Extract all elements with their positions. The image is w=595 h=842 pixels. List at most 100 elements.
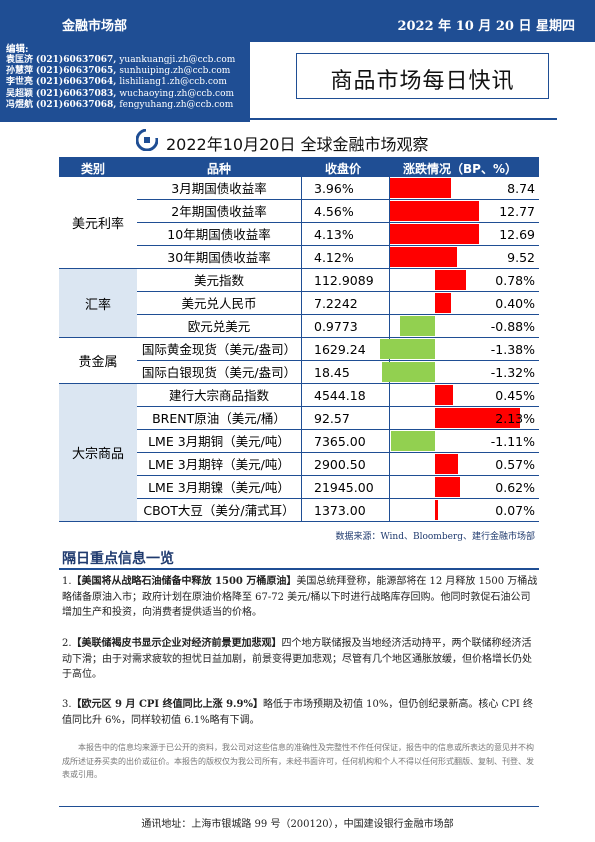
row-divider bbox=[137, 383, 539, 384]
change-value: 0.62% bbox=[495, 480, 535, 495]
news-headline: 【美联储褐皮书显示企业对经济前景更加悲观】 bbox=[71, 638, 282, 649]
close-price: 21945.00 bbox=[302, 476, 390, 499]
change-value: -1.11% bbox=[490, 434, 535, 449]
close-price: 1373.00 bbox=[302, 499, 390, 522]
row-divider bbox=[137, 337, 539, 338]
change-value: 2.13% bbox=[495, 411, 535, 426]
change-bar bbox=[435, 408, 521, 428]
close-price: 18.45 bbox=[302, 361, 390, 384]
change-bar bbox=[390, 201, 480, 221]
row-divider bbox=[137, 222, 539, 223]
item-name: 10年期国债收益率 bbox=[137, 223, 302, 246]
close-price: 112.9089 bbox=[302, 269, 390, 292]
row-divider bbox=[137, 429, 539, 430]
change-bar bbox=[435, 477, 460, 497]
editor-phone: (021)60637067, bbox=[35, 55, 117, 65]
change-value: -0.88% bbox=[490, 319, 535, 334]
news-number: 3. bbox=[62, 699, 72, 710]
title-divider bbox=[250, 118, 557, 120]
editor-row: 孙慧萍 (021)60637065, sunhuiping.zh@ccb.com bbox=[6, 66, 250, 77]
row-divider bbox=[137, 521, 539, 522]
news-item: 2.【美联储褐皮书显示企业对经济前景更加悲观】四个地方联储报及当地经济活动持平，… bbox=[62, 636, 540, 683]
editor-phone: (021)60637068, bbox=[35, 99, 117, 110]
category-cell: 大宗商品 bbox=[59, 384, 137, 522]
editors-label: 编辑: bbox=[6, 44, 29, 55]
change-bar bbox=[390, 431, 435, 451]
item-name: BRENT原油（美元/桶） bbox=[137, 407, 302, 430]
change-value: 9.52 bbox=[507, 250, 535, 265]
editor-email[interactable]: yuankuangji.zh@ccb.com bbox=[119, 55, 236, 65]
row-divider bbox=[137, 268, 539, 269]
editor-phone: (021)60637083, bbox=[35, 88, 117, 99]
row-divider bbox=[137, 475, 539, 476]
editors-panel: 编辑: 袁匡济 (021)60637067, yuankuangji.zh@cc… bbox=[0, 42, 250, 122]
editor-email[interactable]: fengyuhang.zh@ccb.com bbox=[119, 99, 234, 110]
close-price: 4.13% bbox=[302, 223, 390, 246]
change-value: 0.78% bbox=[495, 273, 535, 288]
section-title: 隔日重点信息一览 bbox=[62, 551, 174, 567]
change-bar bbox=[435, 385, 453, 405]
change-bar bbox=[399, 316, 435, 336]
change-value: 0.07% bbox=[495, 503, 535, 518]
editor-phone: (021)60637065, bbox=[35, 66, 117, 77]
close-price: 1629.24 bbox=[302, 338, 390, 361]
change-bar bbox=[435, 270, 467, 290]
change-bar bbox=[379, 339, 435, 359]
editor-email[interactable]: sunhuiping.zh@ccb.com bbox=[119, 66, 231, 77]
header-category: 类别 bbox=[81, 162, 106, 176]
close-price: 3.96% bbox=[302, 177, 390, 200]
row-divider bbox=[137, 452, 539, 453]
disclaimer: 本报告中的信息均来源于已公开的资料，我公司对这些信息的准确性及完整性不作任何保证… bbox=[62, 743, 534, 779]
row-divider bbox=[137, 360, 539, 361]
change-value: 12.77 bbox=[499, 204, 535, 219]
close-price: 7.2242 bbox=[302, 292, 390, 315]
news-number: 1. bbox=[62, 576, 72, 587]
observation-title: 2022年10月20日 全球金融市场观察 bbox=[166, 135, 429, 154]
news-item: 1.【美国将从战略石油储备中释放 1500 万桶原油】美国总统拜登称，能源部将在… bbox=[62, 574, 540, 621]
item-name: 美元兑人民币 bbox=[137, 292, 302, 315]
table-header: 类别 品种 收盘价 涨跌情况（BP、%） bbox=[59, 157, 539, 177]
news-headline: 【美国将从战略石油储备中释放 1500 万桶原油】 bbox=[71, 576, 297, 587]
news-body: 美国总统拜登称，能源部将在 12 月释放 1500 万桶战略储备原油入市；政府计… bbox=[62, 576, 538, 618]
top-banner: 金融市场部 2022 年 10 月 20 日 星期四 bbox=[0, 0, 595, 42]
close-price: 4544.18 bbox=[302, 384, 390, 407]
news-body: 四个地方联储报及当地经济活动持平，两个联储称经济活动下滑；由于对需求疲软的担忧日… bbox=[62, 638, 532, 680]
change-bar bbox=[382, 362, 435, 382]
header-change: 涨跌情况（BP、%） bbox=[403, 162, 517, 176]
close-price: 4.56% bbox=[302, 200, 390, 223]
header-item: 品种 bbox=[207, 162, 232, 176]
news-body: 略低于市场预期及初值 10%，但仍创纪录新高。核心 CPI 终值同比升 6%，同… bbox=[62, 699, 534, 726]
category-cell: 贵金属 bbox=[59, 338, 137, 384]
department-name: 金融市场部 bbox=[62, 19, 128, 34]
change-value: -1.32% bbox=[490, 365, 535, 380]
editor-row: 袁匡济 (021)60637067, yuankuangji.zh@ccb.co… bbox=[6, 55, 250, 66]
change-value: 0.57% bbox=[495, 457, 535, 472]
editor-row: 李世亮 (021)60637064, lishiliang1.zh@ccb.co… bbox=[6, 77, 250, 88]
item-name: LME 3月期锌（美元/吨） bbox=[137, 453, 302, 476]
row-divider bbox=[137, 245, 539, 246]
change-bar bbox=[390, 224, 479, 244]
row-divider bbox=[137, 498, 539, 499]
editor-phone: (021)60637064, bbox=[35, 77, 117, 88]
item-name: LME 3月期铜（美元/吨） bbox=[137, 430, 302, 453]
close-price: 2900.50 bbox=[302, 453, 390, 476]
category-cell: 美元利率 bbox=[59, 177, 137, 269]
item-name: LME 3月期镍（美元/吨） bbox=[137, 476, 302, 499]
editor-email[interactable]: lishiliang1.zh@ccb.com bbox=[119, 77, 227, 88]
editor-name: 李世亮 bbox=[6, 77, 34, 88]
data-source: 数据来源：Wind、Bloomberg、建行金融市场部 bbox=[335, 532, 535, 542]
editor-email[interactable]: wuchaoying.zh@ccb.com bbox=[119, 88, 235, 99]
item-name: 30年期国债收益率 bbox=[137, 246, 302, 269]
news-number: 2. bbox=[62, 638, 72, 649]
editor-name: 冯煜航 bbox=[6, 99, 34, 110]
change-bar bbox=[435, 293, 451, 313]
change-value: -1.38% bbox=[490, 342, 535, 357]
item-name: 国际白银现货（美元/盎司） bbox=[137, 361, 302, 384]
item-name: 建行大宗商品指数 bbox=[137, 384, 302, 407]
row-divider bbox=[137, 314, 539, 315]
news-item: 3.【欧元区 9 月 CPI 终值同比上涨 9.9%】略低于市场预期及初值 10… bbox=[62, 697, 540, 728]
editor-row: 吴超颖 (021)60637083, wuchaoying.zh@ccb.com bbox=[6, 89, 250, 100]
item-name: 欧元兑美元 bbox=[137, 315, 302, 338]
close-price: 0.9773 bbox=[302, 315, 390, 338]
item-name: 美元指数 bbox=[137, 269, 302, 292]
